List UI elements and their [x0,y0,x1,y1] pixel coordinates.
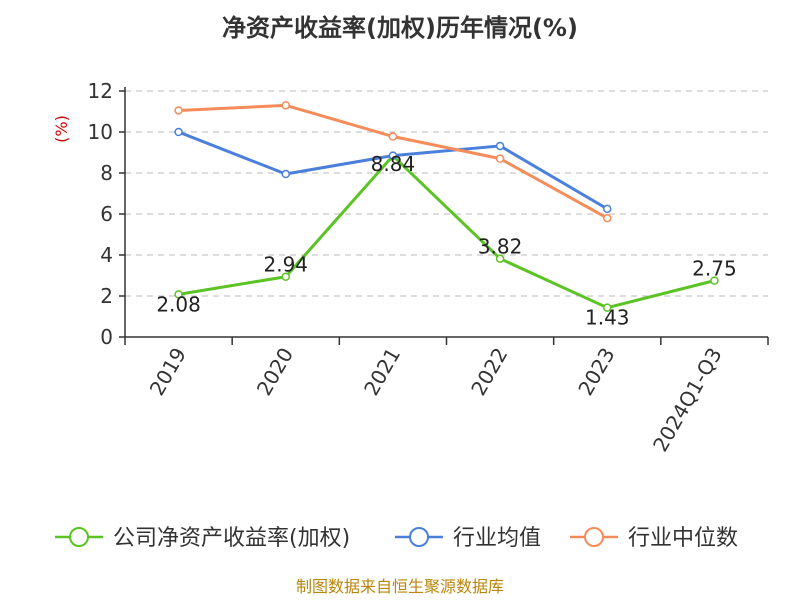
series-0-point-4 [603,303,612,312]
y-tick-label-5: 10 [88,120,113,144]
data-label-0: 2.08 [156,292,201,316]
series-group [174,101,719,312]
y-tick-label-4: 8 [100,161,113,185]
legend-marker-1 [409,527,429,547]
data-label-4: 1.43 [585,306,630,330]
source-note: 制图数据来自恒生聚源数据库 [296,577,504,596]
y-tick-label-6: 12 [88,79,113,103]
series-2-point-4 [603,213,612,223]
series-1-point-4 [603,204,612,214]
x-tick-label-2: 2021 [359,344,405,400]
y-tick-label-1: 2 [100,284,113,308]
x-tick-label-3: 2022 [466,344,512,400]
legend-marker-0 [69,527,89,547]
series-2-point-0 [174,106,183,115]
legend-marker-2 [584,527,604,547]
y-tick-label-3: 6 [100,202,113,226]
series-1-point-3 [495,141,505,151]
series-2-point-3 [495,154,505,163]
series-0-point-3 [495,254,505,263]
chart-title: 净资产收益率(加权)历年情况(%) [222,14,578,42]
x-tick-label-1: 2020 [252,344,298,400]
series-0-point-5 [710,276,719,285]
data-label-2: 8.84 [371,152,416,176]
series-line-0 [178,154,715,310]
data-labels: 2.08 2.94 8.84 3.82 1.43 2.75 [156,152,736,330]
grid-lines [125,90,768,297]
series-2-point-1 [281,101,290,110]
series-2-point-2 [388,132,398,141]
y-tick-label-2: 4 [100,243,113,267]
legend-label-2: 行业中位数 [628,526,738,551]
legend: 公司净资产收益率(加权) 行业均值 行业中位数 [55,526,738,551]
data-label-1: 2.94 [263,253,308,277]
series-1-point-2 [388,151,398,160]
y-tick-label-0: 0 [100,325,113,349]
x-tick-label-0: 2019 [145,344,191,400]
series-0-point-0 [174,290,183,299]
y-axis-label: (%) [52,115,71,143]
series-1-point-1 [281,169,290,179]
series-1-point-0 [174,127,183,137]
x-tick-label-4: 2023 [573,344,619,400]
data-label-5: 2.75 [692,257,737,281]
legend-label-0: 公司净资产收益率(加权) [113,526,350,551]
data-label-3: 3.82 [478,235,523,259]
series-0-point-1 [281,272,290,281]
x-tick-label-5: 2024Q1-Q3 [648,344,727,456]
legend-label-1: 行业均值 [453,526,541,551]
